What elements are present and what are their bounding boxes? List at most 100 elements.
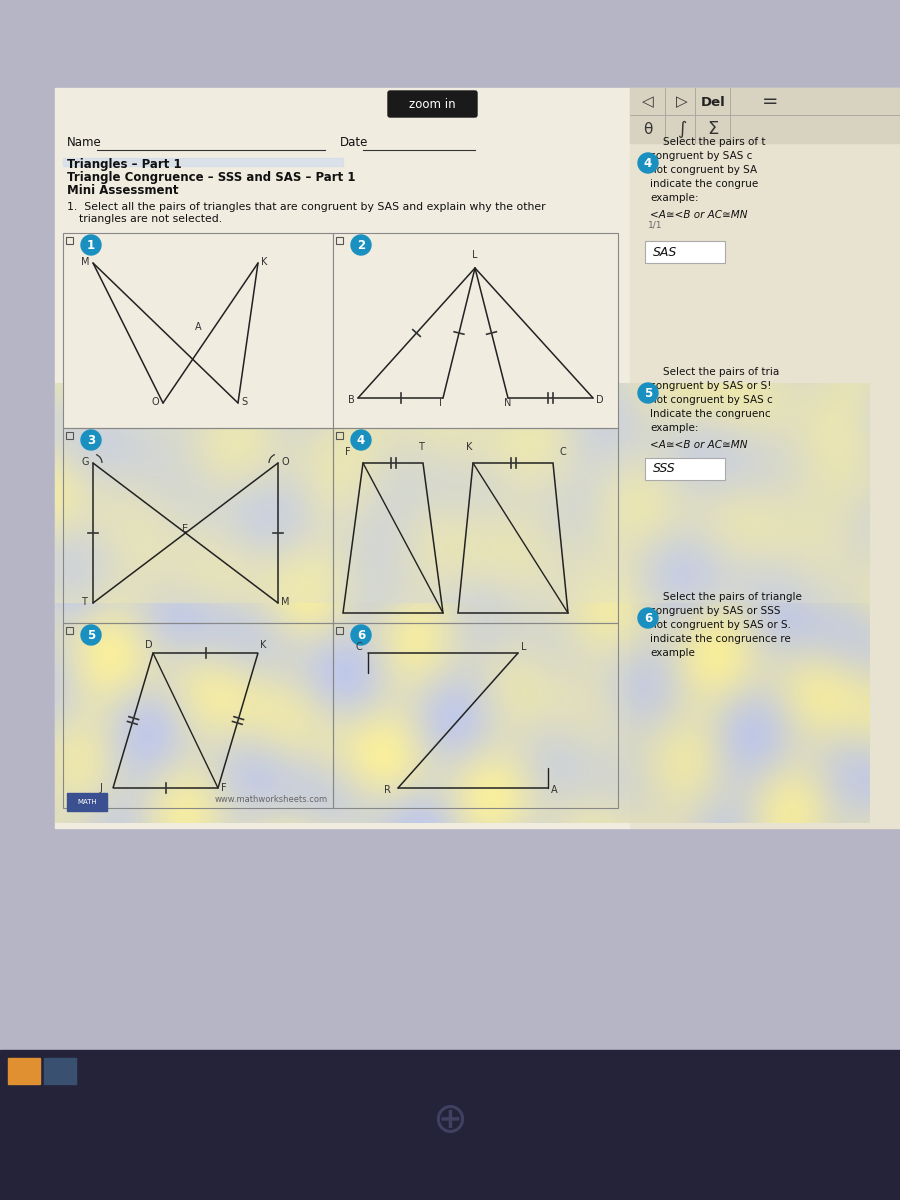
Bar — [333, 623, 618, 808]
Bar — [336, 236, 343, 244]
Text: O: O — [281, 457, 289, 467]
Bar — [63, 158, 343, 166]
Bar — [336, 626, 343, 634]
Text: indicate the congruence re: indicate the congruence re — [650, 634, 791, 644]
Text: =: = — [761, 92, 778, 112]
Text: 6: 6 — [644, 612, 652, 625]
Text: A: A — [551, 785, 558, 794]
Text: E: E — [182, 524, 188, 534]
Text: triangles are not selected.: triangles are not selected. — [79, 214, 222, 224]
Text: T: T — [81, 596, 87, 607]
Text: Triangles – Part 1: Triangles – Part 1 — [67, 158, 182, 170]
Bar — [0, 0, 900, 1050]
Text: Indicate the congruenc: Indicate the congruenc — [650, 409, 770, 419]
Text: R: R — [384, 785, 391, 794]
Text: <A≅<B or AC≅MN: <A≅<B or AC≅MN — [650, 440, 748, 450]
Text: ◁: ◁ — [642, 95, 654, 109]
Text: Del: Del — [700, 96, 725, 108]
Text: <A≅<B or AC≅MN: <A≅<B or AC≅MN — [650, 210, 748, 220]
Text: Name: Name — [67, 136, 102, 149]
Bar — [8, 1058, 40, 1084]
Text: L: L — [521, 642, 526, 652]
Circle shape — [638, 383, 658, 403]
Text: example:: example: — [650, 422, 698, 433]
Bar — [645, 156, 652, 163]
Bar — [63, 233, 333, 428]
Text: example: example — [650, 648, 695, 658]
Text: SAS: SAS — [653, 246, 677, 258]
Bar — [645, 386, 652, 392]
FancyBboxPatch shape — [388, 91, 477, 116]
Text: zoom in: zoom in — [409, 97, 455, 110]
Text: 4: 4 — [357, 434, 365, 446]
Text: 1.  Select all the pairs of triangles that are congruent by SAS and explain why : 1. Select all the pairs of triangles tha… — [67, 202, 545, 212]
Text: 2: 2 — [357, 239, 365, 252]
Text: example:: example: — [650, 193, 698, 203]
Text: 3: 3 — [87, 434, 95, 446]
Circle shape — [638, 152, 658, 173]
Text: Select the pairs of triangle: Select the pairs of triangle — [663, 592, 802, 602]
Text: S: S — [241, 397, 248, 407]
Text: 1/1: 1/1 — [648, 221, 662, 230]
Bar — [333, 233, 618, 428]
Text: L: L — [472, 250, 478, 260]
Text: B: B — [348, 395, 355, 404]
Text: K: K — [261, 257, 267, 266]
Bar — [44, 1058, 76, 1084]
Text: 4: 4 — [644, 157, 652, 170]
Text: Triangle Congruence – SSS and SAS – Part 1: Triangle Congruence – SSS and SAS – Part… — [67, 170, 356, 184]
Bar — [645, 458, 725, 480]
Bar — [336, 432, 343, 439]
Text: I: I — [439, 398, 442, 408]
Bar — [0, 1050, 900, 1200]
Circle shape — [351, 235, 371, 254]
Text: 1: 1 — [87, 239, 95, 252]
Text: SSS: SSS — [653, 462, 676, 475]
Text: F: F — [345, 446, 351, 457]
Text: C: C — [356, 642, 363, 652]
Text: N: N — [504, 398, 511, 408]
Text: not congruent by SAS c: not congruent by SAS c — [650, 395, 773, 404]
Bar — [66, 626, 73, 634]
Text: MATH: MATH — [77, 799, 97, 805]
Bar — [55, 88, 630, 828]
Circle shape — [81, 430, 101, 450]
Text: congruent by SAS or S!: congruent by SAS or S! — [650, 382, 771, 391]
Text: M: M — [81, 257, 89, 266]
Bar — [66, 236, 73, 244]
Text: not congruent by SA: not congruent by SA — [650, 164, 757, 175]
Bar — [333, 428, 618, 623]
Bar — [63, 623, 333, 808]
Circle shape — [638, 608, 658, 628]
Text: T: T — [418, 442, 424, 452]
Circle shape — [81, 235, 101, 254]
Text: F: F — [221, 782, 227, 793]
Text: G: G — [81, 457, 88, 467]
Text: 5: 5 — [87, 629, 95, 642]
Text: congruent by SAS c: congruent by SAS c — [650, 151, 752, 161]
Text: A: A — [195, 322, 202, 332]
Bar — [67, 793, 107, 811]
Circle shape — [81, 625, 101, 646]
Circle shape — [351, 430, 371, 450]
Bar — [645, 241, 725, 263]
Text: congruent by SAS or SSS: congruent by SAS or SSS — [650, 606, 780, 616]
Bar — [630, 88, 900, 143]
Text: K: K — [260, 640, 266, 650]
Text: C: C — [560, 446, 567, 457]
Bar — [63, 428, 333, 623]
Circle shape — [351, 625, 371, 646]
Bar — [66, 432, 73, 439]
Text: Σ: Σ — [707, 120, 719, 138]
Text: J: J — [99, 782, 102, 793]
Text: www.mathworksheets.com: www.mathworksheets.com — [215, 794, 328, 804]
Text: Select the pairs of t: Select the pairs of t — [663, 137, 766, 146]
Text: M: M — [281, 596, 290, 607]
Text: indicate the congrue: indicate the congrue — [650, 179, 758, 188]
Text: ▷: ▷ — [676, 95, 688, 109]
Text: Date: Date — [340, 136, 368, 149]
Text: 6: 6 — [357, 629, 365, 642]
Text: ∫: ∫ — [678, 120, 687, 138]
Text: O: O — [151, 397, 158, 407]
Text: D: D — [596, 395, 604, 404]
